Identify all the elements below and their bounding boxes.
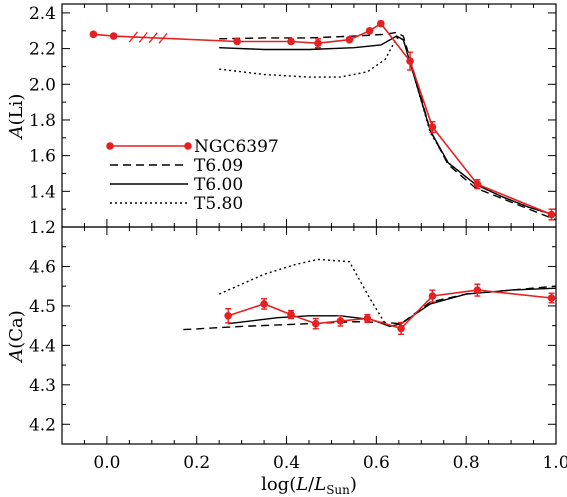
series-line-t6.09 bbox=[219, 31, 556, 221]
legend-label: T6.00 bbox=[194, 175, 243, 195]
data-point bbox=[406, 57, 414, 65]
y-tick-label: 2.0 bbox=[29, 75, 56, 95]
data-point bbox=[109, 32, 118, 40]
data-point bbox=[365, 26, 374, 35]
hatch-mark bbox=[158, 32, 168, 44]
y-tick-label: 1.4 bbox=[29, 182, 56, 202]
data-point bbox=[473, 180, 482, 188]
hatch-mark bbox=[128, 31, 138, 43]
data-point bbox=[345, 35, 354, 44]
hatch-mark bbox=[148, 32, 158, 44]
data-point bbox=[428, 123, 437, 131]
y-tick-label: 2.4 bbox=[29, 4, 56, 24]
x-tick-label: 0.4 bbox=[273, 453, 300, 473]
x-tick-label: 0.8 bbox=[453, 453, 480, 473]
y-tick-label: 4.5 bbox=[29, 297, 56, 317]
y-axis-title-li: A(Li) bbox=[6, 94, 27, 141]
panel-li: 1.2 1.4 1.6 1.8 2.0 2.2 2.4 bbox=[29, 3, 557, 238]
data-point bbox=[473, 286, 482, 294]
data-point bbox=[311, 319, 320, 328]
y-tick-label: 1.6 bbox=[29, 147, 56, 167]
y-tick-label: 1.2 bbox=[29, 218, 56, 238]
legend-label: T6.09 bbox=[194, 156, 243, 176]
data-point bbox=[233, 37, 241, 46]
y-axis-title-ca: A(Ca) bbox=[6, 310, 27, 364]
x-tick-label: 0.0 bbox=[93, 453, 120, 473]
series-line-ngc6397 bbox=[227, 289, 552, 330]
data-point bbox=[89, 30, 98, 39]
data-point bbox=[260, 300, 268, 308]
legend-label: NGC6397 bbox=[194, 137, 279, 157]
legend-marker bbox=[184, 142, 192, 150]
legend-marker bbox=[106, 142, 114, 150]
x-tick-label: 0.2 bbox=[183, 453, 210, 473]
x-tick-label: 0.6 bbox=[363, 453, 390, 473]
series-line-ngc6397 bbox=[93, 22, 552, 216]
y-tick-label: 4.4 bbox=[29, 336, 56, 356]
axis-titles: A(Li) A(Ca) log(L/LSun) bbox=[6, 94, 357, 497]
y-tick-label: 4.6 bbox=[29, 257, 56, 277]
y-tick-label: 1.8 bbox=[29, 111, 56, 131]
y-tick-label: 4.3 bbox=[29, 376, 56, 396]
data-point bbox=[336, 317, 345, 325]
data-point bbox=[224, 311, 232, 320]
data-point bbox=[428, 292, 437, 300]
y-tick-label: 2.2 bbox=[29, 40, 56, 60]
series-line-t6.00 bbox=[228, 287, 556, 328]
y-tick-label: 4.2 bbox=[29, 415, 56, 435]
x-tick-label: 1.0 bbox=[542, 453, 567, 473]
series-line-t5.80 bbox=[219, 37, 556, 217]
data-point bbox=[287, 310, 295, 319]
panel-ca: 4.2 4.3 4.4 4.5 4.6 0.0 0.2 0.4 0.6 0.8 1.0 bbox=[29, 226, 567, 473]
legend-label: T5.80 bbox=[194, 194, 243, 214]
x-axis-title: log(L/LSun) bbox=[261, 474, 357, 497]
data-point bbox=[377, 19, 385, 28]
series-line-t6.00 bbox=[219, 35, 556, 217]
data-point bbox=[547, 210, 556, 219]
data-point bbox=[314, 39, 322, 48]
series-line-t5.80 bbox=[218, 258, 386, 325]
axes-frame-bottom bbox=[61, 226, 557, 445]
data-point bbox=[363, 314, 372, 323]
data-point bbox=[397, 324, 405, 333]
data-point bbox=[547, 294, 556, 302]
data-point bbox=[287, 37, 295, 46]
hatch-mark bbox=[138, 31, 148, 43]
